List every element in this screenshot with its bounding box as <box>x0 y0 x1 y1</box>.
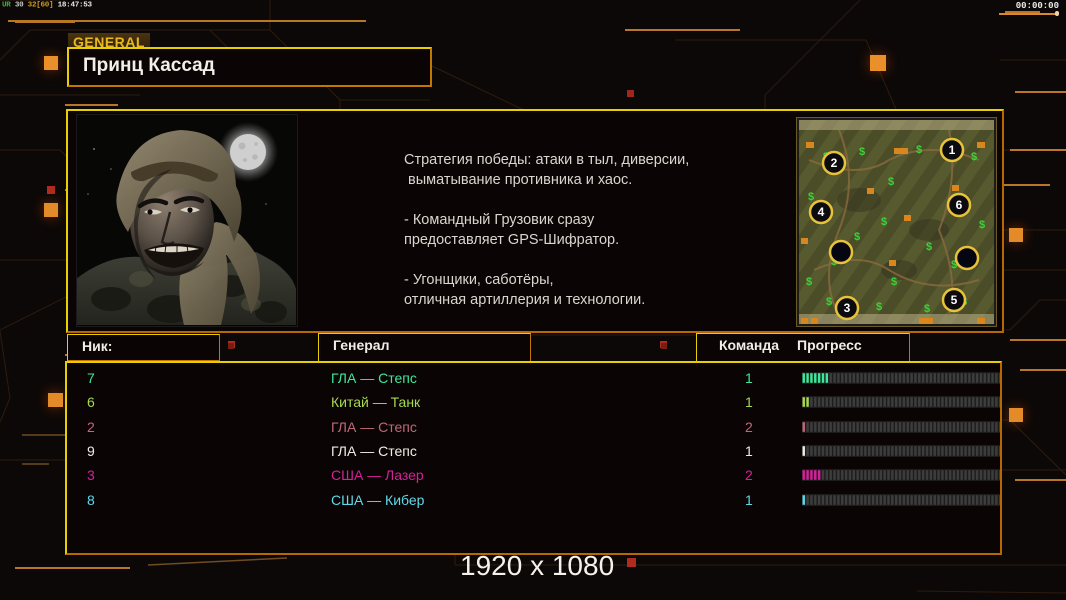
svg-text:$: $ <box>926 241 932 253</box>
svg-text:$: $ <box>924 303 930 315</box>
svg-text:$: $ <box>916 144 922 156</box>
svg-text:$: $ <box>854 231 860 243</box>
svg-text:6: 6 <box>956 198 963 212</box>
svg-text:5: 5 <box>951 293 958 307</box>
svg-text:$: $ <box>876 301 882 313</box>
svg-text:1: 1 <box>949 143 956 157</box>
svg-text:3: 3 <box>844 301 851 315</box>
svg-text:4: 4 <box>818 205 825 219</box>
svg-text:$: $ <box>826 296 832 308</box>
svg-text:$: $ <box>808 191 814 203</box>
svg-text:$: $ <box>891 276 897 288</box>
svg-text:$: $ <box>859 146 865 158</box>
svg-text:$: $ <box>888 176 894 188</box>
svg-text:$: $ <box>806 276 812 288</box>
svg-text:$: $ <box>971 151 977 163</box>
svg-text:$: $ <box>881 216 887 228</box>
svg-text:2: 2 <box>831 156 838 170</box>
svg-text:$: $ <box>979 219 985 231</box>
